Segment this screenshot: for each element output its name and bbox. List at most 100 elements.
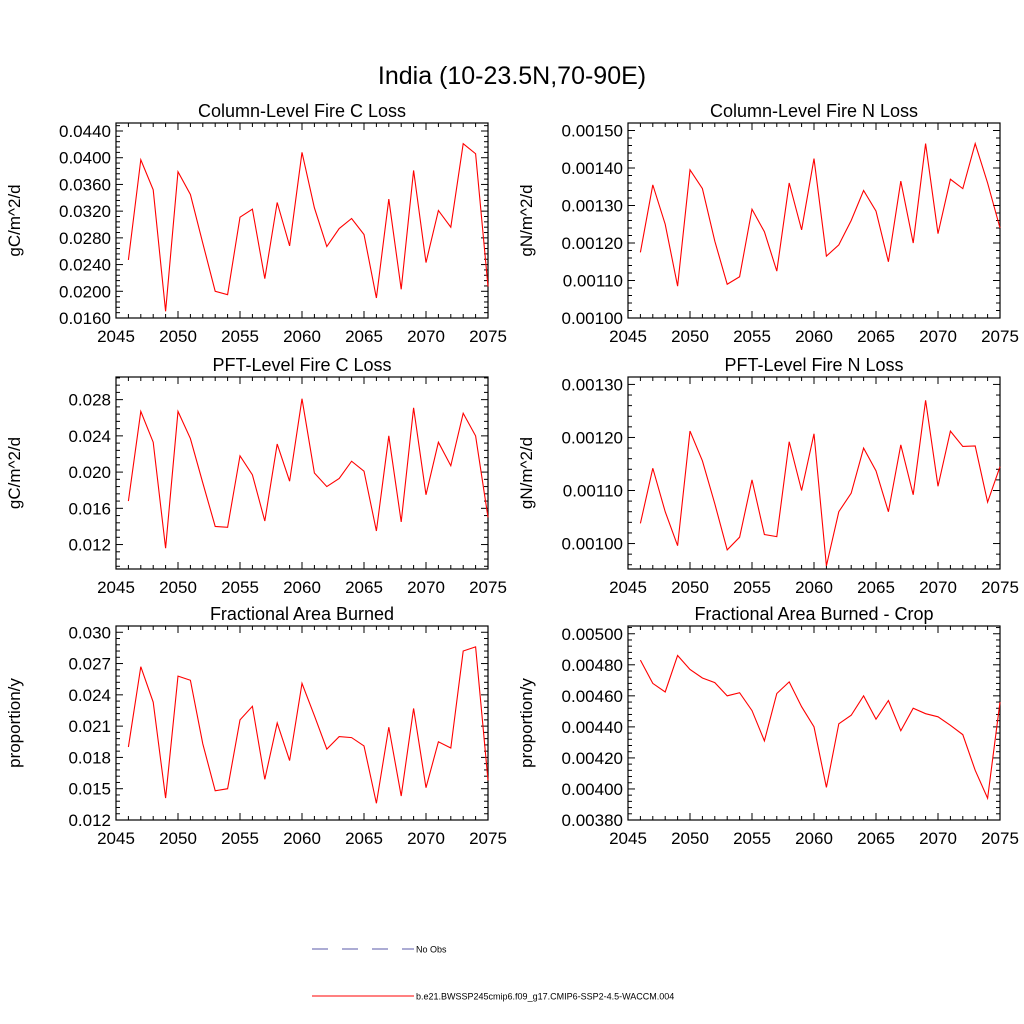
y-tick-label: 0.012 [68,536,111,555]
y-tick-label: 0.00380 [562,811,623,830]
x-tick-label: 2045 [609,578,647,597]
x-tick-label: 2060 [283,327,321,346]
series-line [639,141,1001,287]
chart-panel-1: Column-Level Fire C Loss 2045 2050 2055 2060… [5,101,507,346]
y-axis-label: gC/m^2/d [5,184,24,256]
y-tick-label: 0.0440 [59,122,111,141]
legend-entry: No Obs [312,945,447,955]
x-tick-label: 2065 [857,327,895,346]
chart-panel-2: Column-Level Fire N Loss 2045 2050 2055 2060… [517,101,1019,346]
x-tick-label: 2075 [469,327,507,346]
y-tick-label: 0.00120 [562,234,623,253]
y-tick-label: 0.0240 [59,256,111,275]
x-tick-label: 2070 [919,327,957,346]
y-tick-label: 0.00130 [562,375,623,394]
series-line [127,142,489,312]
x-tick-label: 2055 [221,327,259,346]
x-tick-label: 2060 [795,829,833,848]
x-tick-label: 2055 [733,829,771,848]
y-tick-label: 0.00130 [562,197,623,216]
x-tick-label: 2070 [407,327,445,346]
panel-title: Column-Level Fire N Loss [710,101,918,121]
y-tick-label: 0.012 [68,811,111,830]
series-line [127,398,489,549]
panel-title: Fractional Area Burned [210,604,394,624]
y-tick-label: 0.0200 [59,282,111,301]
x-tick-label: 2050 [671,578,709,597]
x-tick-label: 2060 [795,578,833,597]
series-line [639,400,1001,566]
y-tick-label: 0.020 [68,463,111,482]
x-tick-label: 2075 [469,578,507,597]
x-tick-label: 2050 [671,327,709,346]
x-tick-label: 2070 [407,578,445,597]
plot-frame [115,122,489,319]
y-axis-label: gN/m^2/d [517,437,536,509]
series-line [127,646,489,804]
plot-frame [115,376,489,570]
x-tick-label: 2065 [345,578,383,597]
x-tick-label: 2070 [407,829,445,848]
x-tick-label: 2065 [857,829,895,848]
panels-group: Column-Level Fire C Loss 2045 2050 2055 2060… [5,101,1019,848]
x-tick-label: 2045 [97,578,135,597]
y-tick-label: 0.0160 [59,309,111,328]
y-tick-label: 0.0360 [59,175,111,194]
y-tick-label: 0.00500 [562,625,623,644]
y-tick-label: 0.00480 [562,656,623,675]
y-tick-label: 0.00140 [562,159,623,178]
chart-panel-3: PFT-Level Fire C Loss 2045 2050 2055 2060 206… [5,355,507,597]
legend-label: No Obs [416,945,447,955]
x-tick-label: 2045 [97,327,135,346]
x-tick-label: 2060 [283,578,321,597]
y-tick-label: 0.016 [68,499,111,518]
y-tick-label: 0.0320 [59,202,111,221]
x-tick-label: 2055 [221,829,259,848]
x-tick-label: 2050 [159,578,197,597]
y-tick-label: 0.00400 [562,780,623,799]
y-axis-label: proportion/y [517,678,536,768]
x-tick-label: 2070 [919,829,957,848]
y-tick-label: 0.00100 [562,535,623,554]
x-tick-label: 2075 [981,829,1019,848]
y-tick-label: 0.018 [68,748,111,767]
plot-frame [627,625,1001,821]
x-tick-label: 2050 [671,829,709,848]
x-tick-label: 2065 [345,327,383,346]
x-tick-label: 2045 [609,327,647,346]
x-tick-label: 2055 [733,578,771,597]
x-tick-label: 2075 [981,578,1019,597]
y-axis-label: gC/m^2/d [5,437,24,509]
y-tick-label: 0.00460 [562,687,623,706]
x-tick-label: 2045 [97,829,135,848]
y-tick-label: 0.00110 [563,482,623,501]
chart-panel-5: Fractional Area Burned 2045 2050 2055 2060 20… [5,604,507,848]
x-tick-label: 2065 [857,578,895,597]
y-tick-label: 0.00110 [563,272,623,291]
y-tick-label: 0.027 [68,655,111,674]
y-tick-label: 0.024 [68,686,111,705]
x-tick-label: 2050 [159,327,197,346]
x-tick-label: 2060 [795,327,833,346]
panel-title: PFT-Level Fire N Loss [724,355,903,375]
y-tick-label: 0.00440 [562,718,623,737]
y-tick-label: 0.024 [68,427,111,446]
y-tick-label: 0.0280 [59,229,111,248]
y-tick-label: 0.00420 [562,749,623,768]
y-tick-label: 0.00100 [562,309,623,328]
panel-title: Column-Level Fire C Loss [198,101,406,121]
panel-title: PFT-Level Fire C Loss [212,355,391,375]
y-tick-label: 0.028 [68,391,111,410]
legend-label: b.e21.BWSSP245cmip6.f09_g17.CMIP6-SSP2-4… [416,992,674,1002]
plot-frame [115,625,489,821]
chart-panel-6: Fractional Area Burned - Crop 2045 2050 205… [517,604,1019,848]
figure-title: India (10-23.5N,70-90E) [378,62,646,90]
panel-title: Fractional Area Burned - Crop [694,604,933,624]
y-axis-label: proportion/y [5,678,24,768]
series-line [639,654,1001,801]
plot-frame [627,376,1001,570]
legend: No Obs b.e21.BWSSP245cmip6.f09_g17.CMIP6-… [312,945,674,1002]
x-tick-label: 2075 [469,829,507,848]
chart-panel-4: PFT-Level Fire N Loss 2045 2050 2055 2060 206… [517,355,1019,597]
